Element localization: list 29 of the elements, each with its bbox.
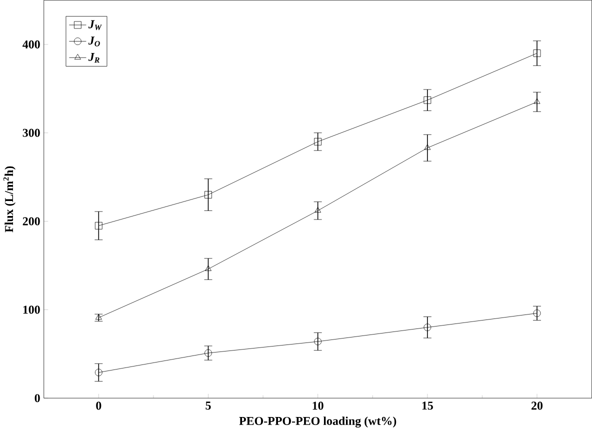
point	[204, 349, 212, 357]
point	[204, 191, 212, 198]
point	[424, 144, 431, 150]
y-tick-label: 200	[22, 217, 40, 226]
x-axis-title: PEO-PPO-PEO loading (wt%)	[239, 416, 396, 428]
x-tick-label: 20	[532, 402, 543, 410]
point	[533, 310, 541, 317]
point	[533, 50, 541, 58]
point	[314, 138, 322, 146]
legend-label: J$_{R}$	[88, 53, 100, 63]
point	[534, 98, 540, 104]
point	[424, 96, 432, 104]
point	[314, 338, 322, 346]
point	[94, 222, 102, 230]
x-tick-label: 5	[206, 402, 211, 410]
y-tick-label: 400	[22, 40, 40, 49]
legend-label: J$_{O}$	[88, 36, 100, 46]
point	[94, 368, 102, 376]
y-axis-title: Flux (L/m$^{2}$h)	[3, 166, 16, 232]
y-tick-label: 100	[23, 306, 40, 314]
point	[314, 207, 322, 213]
x-tick-label: 15	[422, 402, 433, 410]
point	[205, 265, 212, 272]
point	[424, 324, 432, 332]
y-tick-label: 300	[22, 128, 40, 137]
y-tick-label: 0	[34, 394, 40, 402]
x-tick-label: 10	[312, 402, 324, 410]
x-tick-label: 0	[96, 402, 102, 410]
legend-label: J$_{W}$	[88, 20, 102, 30]
